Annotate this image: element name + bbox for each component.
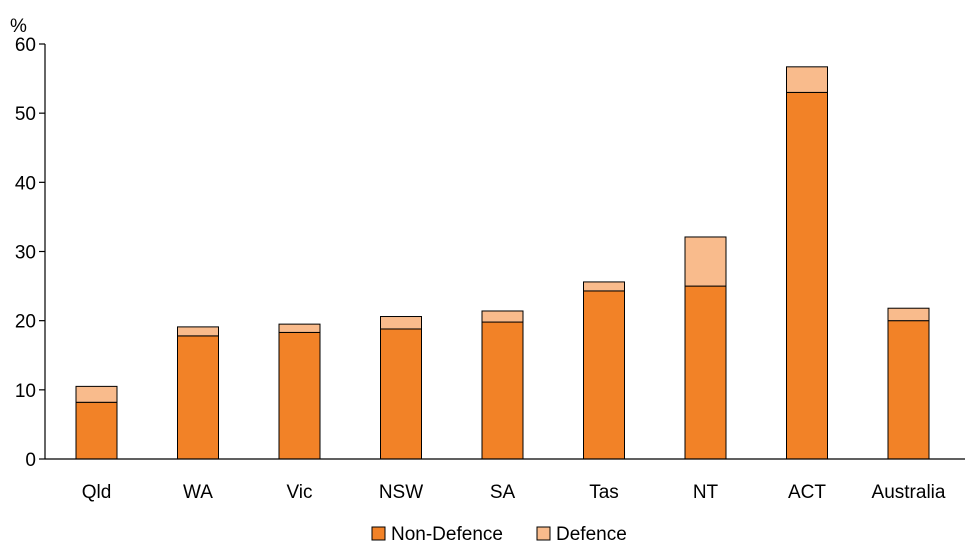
bar-defence-vic xyxy=(278,323,321,333)
bar-defence-sa xyxy=(481,310,524,323)
x-tick-label: Qld xyxy=(82,482,112,503)
x-tick-label: ACT xyxy=(788,482,826,503)
x-ticks-group: Qld WA Vic NSW SA Tas NT ACT Australia xyxy=(82,482,946,503)
y-tick-label: 50 xyxy=(15,104,36,125)
y-axis-unit-label: % xyxy=(10,16,27,37)
bar-non-defence-nsw xyxy=(380,328,422,460)
bar-defence-nt xyxy=(684,236,727,287)
y-tick-label: 60 xyxy=(15,35,36,56)
bar-non-defence-wa xyxy=(177,335,219,460)
y-tick-label: 40 xyxy=(15,173,36,194)
y-tick-label: 30 xyxy=(15,243,36,264)
y-ticks-group: 0 10 20 30 40 50 60 xyxy=(15,35,45,471)
x-tick-label: Vic xyxy=(286,482,312,503)
bar-defence-nsw xyxy=(380,316,422,330)
bar-non-defence-sa xyxy=(481,321,524,460)
bar-defence-tas xyxy=(583,281,625,292)
x-tick-label: WA xyxy=(183,482,213,503)
bar-non-defence-tas xyxy=(583,290,625,460)
bar-defence-australia xyxy=(887,307,930,322)
legend: Non-Defence Defence xyxy=(371,524,627,545)
bars-group xyxy=(75,66,930,460)
bar-defence-wa xyxy=(177,326,219,337)
bar-non-defence-vic xyxy=(278,331,321,460)
legend-label: Defence xyxy=(556,524,627,545)
bar-non-defence-act xyxy=(786,91,828,460)
y-tick-label: 10 xyxy=(15,381,36,402)
bar-defence-qld xyxy=(75,385,118,403)
x-tick-label: SA xyxy=(490,482,516,503)
x-tick-label: Tas xyxy=(589,482,619,503)
bar-non-defence-nt xyxy=(684,285,727,460)
x-tick-label: Australia xyxy=(872,482,946,503)
x-tick-label: NT xyxy=(693,482,719,503)
legend-swatch xyxy=(536,526,551,541)
y-tick-label: 0 xyxy=(25,450,36,471)
x-tick-label: NSW xyxy=(379,482,423,503)
legend-label: Non-Defence xyxy=(391,524,503,545)
bar-defence-act xyxy=(786,66,828,93)
bar-non-defence-qld xyxy=(75,401,118,460)
legend-swatch xyxy=(371,526,386,541)
bar-non-defence-australia xyxy=(887,320,930,460)
y-tick-label: 20 xyxy=(15,312,36,333)
